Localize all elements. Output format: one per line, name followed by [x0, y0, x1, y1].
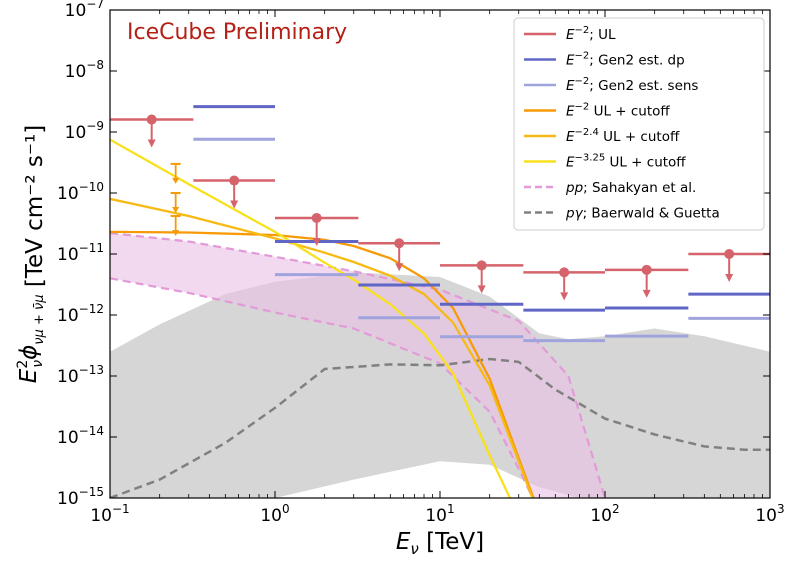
ul-marker: [641, 264, 652, 275]
pgamma-line: [110, 357, 770, 498]
ul-arrow-head: [477, 285, 486, 294]
y-tick-label: 10−14: [57, 424, 104, 448]
cutoff-arrow-head: [172, 229, 180, 236]
x-axis-label: Eν [TeV]: [396, 529, 484, 558]
cutoff-arrow-head: [172, 177, 180, 184]
pp-band-area: [110, 233, 605, 498]
cutoff_325-line: [110, 138, 512, 498]
axis-ticks: [109, 9, 771, 499]
y-tick-label: 10−11: [57, 241, 104, 265]
y-axis-label: E2νϕνμ + ν̄μ [TeV cm⁻² s⁻¹]: [15, 125, 48, 383]
legend-entry: E−2.4 UL + cutoff: [566, 127, 680, 145]
ul-marker: [476, 260, 487, 271]
tick-labels: 10−1 100 101 102 103 10−15 10−14 10−13 10−12 10−1…: [57, 0, 785, 526]
ul-marker: [394, 238, 405, 249]
ul-arrow-head: [560, 292, 569, 301]
y-tick-label: 10−10: [57, 180, 104, 204]
x-tick-label: 100: [260, 502, 289, 526]
cutoff-arrow-head: [172, 207, 180, 213]
ul-arrow-head: [395, 263, 404, 272]
y-tick-label: 10−9: [65, 119, 104, 143]
ul-marker: [559, 267, 570, 278]
x-tick-label: 103: [755, 502, 784, 526]
ul-arrow-head: [642, 289, 651, 298]
y-tick-label: 10−8: [65, 58, 104, 82]
x-tick-label: 102: [590, 502, 619, 526]
legend-entry: E−2; Gen2 est. sens: [566, 76, 698, 94]
ul-arrow-head: [312, 237, 321, 246]
ul-arrow-head: [725, 274, 734, 282]
ul-arrow-head: [147, 139, 156, 148]
filled-bands: [110, 233, 770, 498]
pp-lower-line: [110, 277, 534, 498]
y-tick-label: 10−12: [57, 302, 104, 326]
ul-marker: [724, 249, 735, 259]
legend-entry: pγ; Baerwald & Guetta: [565, 206, 720, 222]
legend: E−2; UL E−2; Gen2 est. dp E−2; Gen2 est. s…: [513, 17, 765, 231]
legend-entry: E−2 UL + cutoff: [566, 102, 670, 120]
limit-marks: [110, 105, 770, 343]
y-tick-label: 10−7: [65, 0, 104, 21]
legend-box: [513, 17, 765, 231]
x-tick-label: 101: [425, 502, 454, 526]
ul-marker: [229, 175, 240, 186]
legend-entry: E−2; Gen2 est. dp: [566, 51, 685, 69]
legend-entry: E−2; UL: [566, 25, 616, 43]
chart-title: IceCube Preliminary: [127, 20, 347, 45]
legend-entry: pp; Sahakyan et al.: [565, 180, 696, 196]
gray-band-area: [110, 272, 770, 498]
x-tick-label: 10−1: [90, 502, 129, 526]
ul-marker: [146, 114, 157, 125]
ul-arrow-head: [230, 200, 239, 209]
y-tick-label: 10−13: [57, 363, 104, 387]
legend-entry: E−3.25 UL + cutoff: [566, 153, 686, 171]
ul-marker: [311, 212, 322, 223]
y-tick-label: 10−15: [57, 485, 104, 509]
